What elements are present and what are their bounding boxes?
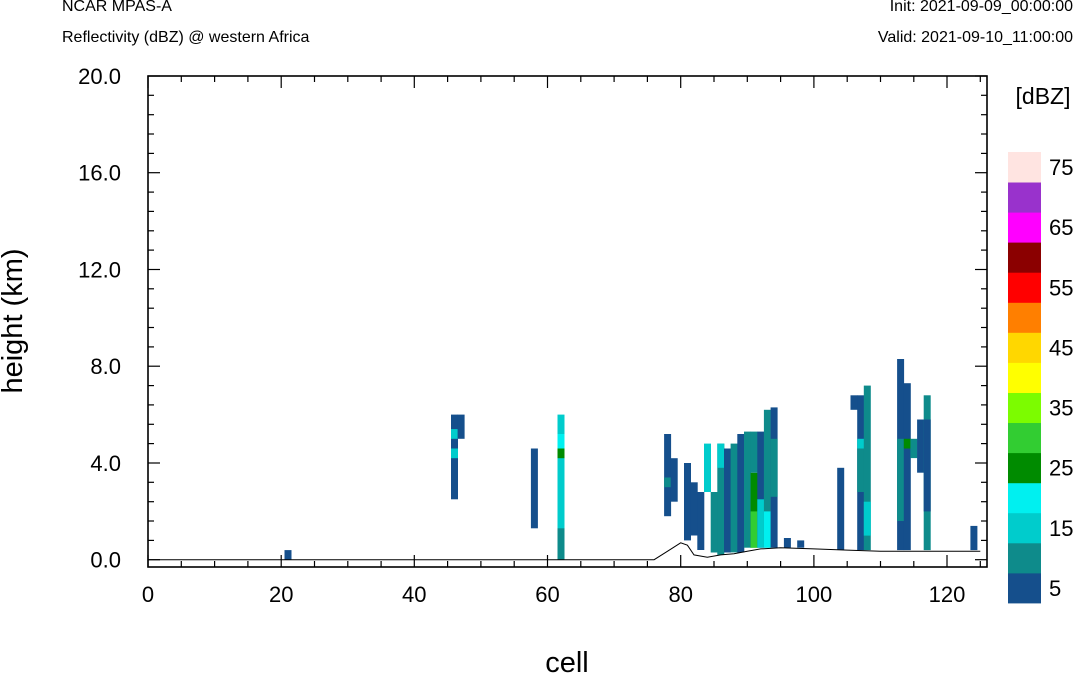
reflectivity-cell bbox=[670, 458, 678, 502]
colorbar-swatch bbox=[1008, 212, 1041, 243]
colorbar-swatch bbox=[1008, 272, 1041, 303]
init-time: Init: 2021-09-09_00:00:00 bbox=[889, 0, 1073, 15]
colorbar-label: 75 bbox=[1049, 155, 1073, 180]
reflectivity-cell bbox=[690, 482, 698, 536]
reflectivity-cell bbox=[750, 431, 758, 473]
axis-ticks bbox=[147, 75, 987, 567]
colorbar-swatch bbox=[1008, 152, 1041, 183]
colorbar-label: 25 bbox=[1049, 456, 1073, 481]
reflectivity-cell bbox=[557, 528, 565, 560]
reflectivity-cell bbox=[684, 463, 691, 541]
x-tick-label: 20 bbox=[269, 582, 293, 607]
colorbar-swatch bbox=[1008, 452, 1041, 484]
reflectivity-cell bbox=[457, 414, 465, 439]
reflectivity-cell bbox=[850, 395, 858, 410]
reflectivity-cell bbox=[837, 467, 845, 550]
colorbar-swatch bbox=[1008, 302, 1041, 333]
reflectivity-cell bbox=[704, 443, 711, 492]
reflectivity-cell bbox=[717, 443, 725, 468]
y-tick-label: 4.0 bbox=[90, 451, 121, 476]
colorbar-label: 15 bbox=[1049, 516, 1073, 541]
plot-frame bbox=[147, 75, 988, 568]
y-tick-label: 12.0 bbox=[78, 258, 121, 283]
reflectivity-cell bbox=[664, 477, 672, 488]
reflectivity-cell bbox=[757, 499, 765, 548]
reflectivity-cell bbox=[797, 540, 805, 548]
reflectivity-cell bbox=[717, 443, 725, 555]
colorbar-label: 55 bbox=[1049, 275, 1073, 300]
reflectivity-cell bbox=[737, 434, 745, 553]
reflectivity-cell bbox=[451, 429, 458, 439]
reflectivity-cell bbox=[863, 501, 871, 536]
reflectivity-cell bbox=[763, 409, 771, 548]
reflectivity-cell bbox=[763, 511, 771, 548]
reflectivity-cell bbox=[863, 385, 871, 551]
valid-time: Valid: 2021-09-10_11:00:00 bbox=[877, 29, 1073, 46]
reflectivity-cell bbox=[757, 431, 765, 548]
colorbar-swatch bbox=[1008, 242, 1041, 273]
colorbar-unit: [dBZ] bbox=[1016, 83, 1071, 109]
x-tick-label: 0 bbox=[142, 582, 154, 607]
field-title: Reflectivity (dBZ) @ western Africa bbox=[62, 29, 310, 46]
reflectivity-cell bbox=[744, 431, 751, 548]
terrain-line bbox=[148, 542, 981, 561]
x-tick-label: 60 bbox=[535, 582, 559, 607]
reflectivity-cell bbox=[557, 448, 565, 459]
y-tick-label: 0.0 bbox=[90, 548, 121, 573]
x-tick-label: 120 bbox=[929, 582, 966, 607]
reflectivity-cell bbox=[970, 525, 978, 551]
y-tick-label: 20.0 bbox=[78, 64, 121, 89]
y-tick-label: 16.0 bbox=[78, 161, 121, 186]
reflectivity-cell bbox=[783, 538, 791, 548]
colorbar-swatch bbox=[1008, 182, 1041, 213]
colorbar-label: 35 bbox=[1049, 396, 1073, 421]
x-tick-label: 40 bbox=[402, 582, 426, 607]
colorbar-labels: 5 15 25 35 45 55 65 75 bbox=[1049, 155, 1073, 601]
x-axis-label: cell bbox=[545, 647, 589, 677]
y-tick-label: 8.0 bbox=[90, 354, 121, 379]
x-tick-label: 80 bbox=[668, 582, 692, 607]
colorbar-swatch bbox=[1008, 572, 1041, 604]
colorbar bbox=[1008, 152, 1041, 604]
y-axis-label: height (km) bbox=[0, 248, 29, 393]
reflectivity-cell bbox=[770, 438, 778, 497]
colorbar-label: 65 bbox=[1049, 215, 1073, 240]
reflectivity-cell bbox=[750, 472, 758, 548]
reflectivity-cell bbox=[284, 550, 292, 560]
colorbar-swatch bbox=[1008, 482, 1041, 514]
colorbar-swatch bbox=[1008, 542, 1041, 574]
reflectivity-cell bbox=[857, 448, 865, 492]
colorbar-swatch bbox=[1008, 422, 1041, 454]
reflectivity-cell bbox=[923, 419, 931, 512]
x-tick-label: 100 bbox=[796, 582, 833, 607]
reflectivity-cell bbox=[730, 443, 738, 553]
colorbar-label: 45 bbox=[1049, 335, 1073, 360]
reflectivity-cell bbox=[903, 438, 911, 449]
reflectivity-cell bbox=[697, 492, 705, 550]
reflectivity-cell bbox=[903, 383, 911, 551]
model-title: NCAR MPAS-A bbox=[62, 0, 172, 15]
reflectivity-cell bbox=[917, 419, 925, 473]
reflectivity-cell bbox=[750, 511, 758, 548]
reflectivity-cell bbox=[897, 438, 905, 521]
reflectivity-cell bbox=[710, 492, 718, 553]
colorbar-label: 5 bbox=[1049, 576, 1061, 601]
x-tick-labels: 0 20 40 60 80 100 120 bbox=[142, 582, 965, 607]
reflectivity-cell bbox=[451, 448, 458, 459]
colorbar-swatch bbox=[1008, 362, 1041, 393]
reflectivity-cell bbox=[557, 414, 565, 560]
reflectivity-cell bbox=[724, 448, 731, 553]
terrain-profile bbox=[148, 542, 981, 561]
colorbar-swatch bbox=[1008, 332, 1041, 363]
colorbar-swatch bbox=[1008, 512, 1041, 544]
reflectivity-cells bbox=[284, 359, 978, 560]
reflectivity-cell bbox=[530, 448, 538, 529]
reflectivity-cell bbox=[910, 438, 918, 459]
reflectivity-cell bbox=[557, 434, 565, 449]
reflectivity-cell bbox=[664, 434, 672, 517]
colorbar-swatch bbox=[1008, 392, 1041, 423]
reflectivity-cell bbox=[857, 438, 865, 449]
y-tick-labels: 0.0 4.0 8.0 12.0 16.0 20.0 bbox=[78, 64, 121, 573]
